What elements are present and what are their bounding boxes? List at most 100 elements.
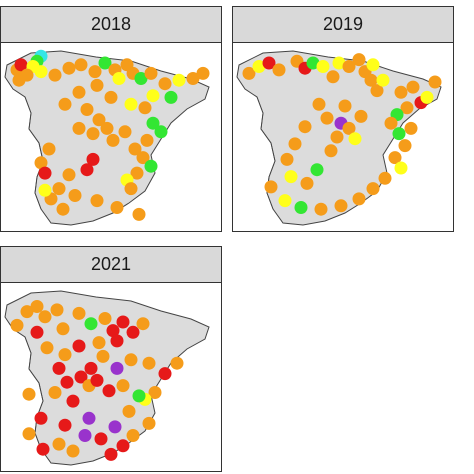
station-point	[354, 109, 368, 123]
facet-strip: 2018	[1, 7, 221, 43]
station-point	[10, 318, 24, 332]
station-point	[22, 427, 36, 441]
station-point	[22, 387, 36, 401]
station-point	[56, 322, 70, 336]
station-point	[80, 163, 94, 177]
map-2018	[4, 49, 210, 226]
station-point	[88, 65, 102, 79]
station-point	[186, 72, 200, 85]
station-point	[110, 334, 124, 348]
station-point	[404, 121, 418, 135]
station-point	[66, 394, 80, 408]
station-point	[86, 152, 100, 166]
map-2021	[4, 290, 210, 466]
station-point	[378, 171, 392, 185]
station-point	[122, 404, 136, 418]
station-point	[420, 90, 434, 104]
station-point	[66, 444, 80, 458]
station-point	[394, 161, 408, 175]
station-point	[310, 163, 324, 177]
station-point	[90, 373, 104, 387]
station-point	[126, 429, 140, 442]
station-point	[134, 72, 148, 85]
station-point	[284, 170, 298, 184]
facet-panel-2021: 2021	[0, 246, 222, 472]
station-point	[348, 132, 362, 146]
station-point	[164, 90, 178, 104]
station-point	[42, 142, 56, 156]
station-point	[330, 130, 344, 144]
station-point	[14, 58, 28, 72]
station-point	[116, 439, 130, 453]
station-point	[116, 315, 130, 329]
station-point	[30, 325, 44, 339]
station-point	[38, 183, 52, 197]
station-point	[104, 90, 118, 104]
station-point	[94, 432, 108, 446]
station-point	[136, 317, 150, 331]
station-point	[334, 199, 348, 213]
station-point	[326, 70, 340, 84]
map-2019	[236, 50, 442, 226]
station-point	[80, 103, 94, 116]
station-point	[52, 437, 66, 451]
station-point	[144, 159, 158, 173]
station-point	[72, 121, 86, 135]
station-point	[12, 73, 26, 87]
station-point	[148, 386, 162, 399]
station-point	[50, 303, 64, 317]
station-point	[98, 312, 112, 325]
facet-strip: 2021	[1, 247, 221, 283]
station-point	[306, 56, 320, 70]
facet-title-2018: 2018	[90, 14, 132, 34]
station-point	[124, 353, 138, 367]
station-point	[34, 65, 48, 79]
station-point	[288, 137, 302, 151]
facet-title-2019: 2019	[322, 14, 364, 34]
station-point	[158, 77, 172, 91]
station-point	[428, 75, 442, 89]
station-point	[136, 151, 150, 165]
station-point	[74, 370, 88, 384]
station-point	[72, 339, 86, 353]
station-point	[298, 120, 312, 134]
station-point	[48, 68, 62, 82]
station-point	[126, 325, 140, 339]
station-point	[352, 192, 366, 206]
station-point	[92, 113, 106, 127]
station-point	[34, 411, 48, 425]
station-point	[294, 201, 308, 214]
station-point	[84, 361, 98, 375]
station-point	[116, 379, 130, 393]
station-point	[366, 58, 380, 72]
station-point	[388, 151, 402, 165]
station-point	[58, 97, 72, 111]
station-point	[392, 127, 406, 141]
station-point	[74, 58, 88, 72]
station-point	[138, 101, 152, 115]
facet-panel-2019: 2019	[232, 6, 454, 232]
station-point	[106, 324, 120, 338]
station-point	[34, 156, 48, 170]
station-point	[170, 356, 184, 370]
station-point	[352, 53, 366, 67]
station-point	[132, 207, 146, 221]
station-point	[142, 356, 156, 370]
station-point	[128, 142, 142, 156]
station-point	[98, 56, 112, 70]
station-point	[280, 152, 294, 166]
station-point	[320, 111, 334, 125]
station-point	[332, 56, 346, 70]
station-point	[146, 89, 160, 103]
station-point	[400, 101, 414, 115]
station-point	[140, 133, 154, 147]
station-point	[264, 180, 278, 194]
station-point	[90, 194, 104, 208]
station-point	[58, 348, 72, 362]
station-point	[30, 300, 44, 313]
station-point	[102, 384, 116, 398]
station-point	[394, 85, 408, 99]
station-point	[92, 336, 106, 350]
station-point	[56, 202, 70, 216]
station-point	[316, 60, 330, 73]
